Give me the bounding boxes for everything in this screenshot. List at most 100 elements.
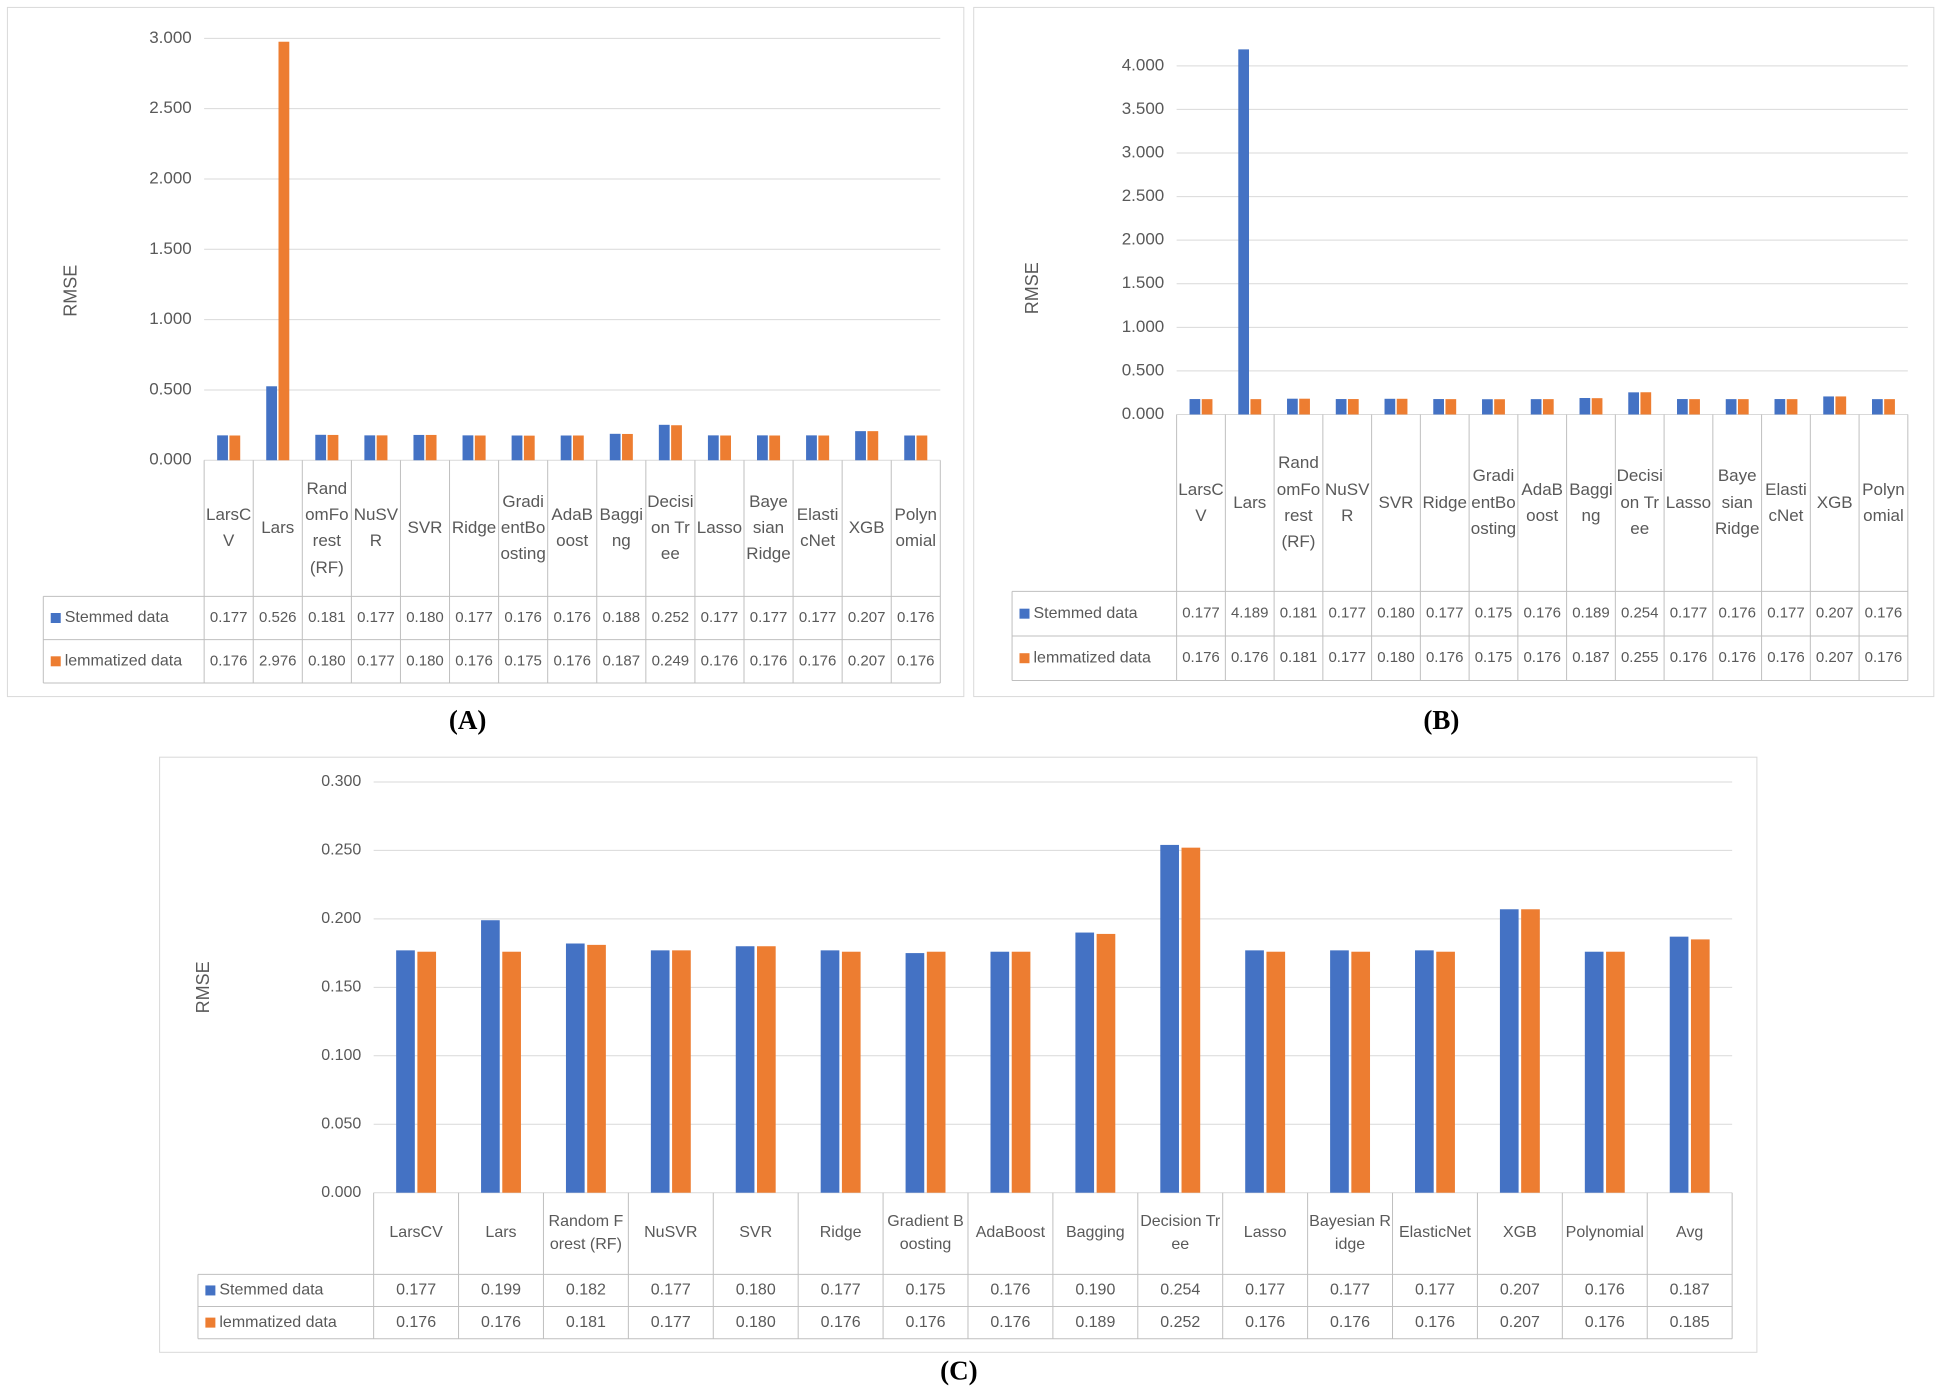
table-value: 0.177 xyxy=(1182,605,1220,622)
category-label: Polynomial xyxy=(1565,1224,1644,1242)
table-value: 0.207 xyxy=(1500,1282,1540,1299)
y-tick-label: 0.300 xyxy=(321,773,361,790)
table-value: 0.252 xyxy=(1160,1314,1200,1331)
category-label: Decision Tree xyxy=(647,491,694,564)
bar xyxy=(905,953,925,1193)
category-label: Decision Tree xyxy=(1140,1213,1221,1253)
y-tick-label: 4.000 xyxy=(1122,55,1165,74)
y-tick-label: 1.000 xyxy=(1122,317,1165,336)
category-label: Ridge xyxy=(1422,492,1467,512)
legend-label: Stemmed data xyxy=(1033,605,1137,622)
bar xyxy=(1335,399,1347,415)
table-value: 0.180 xyxy=(736,1282,776,1299)
bar xyxy=(904,435,916,461)
bar xyxy=(841,951,861,1193)
y-tick-label: 0.000 xyxy=(1122,404,1165,423)
y-tick-label: 0.050 xyxy=(321,1115,361,1132)
legend-swatch xyxy=(50,613,61,624)
bar xyxy=(1579,398,1591,415)
table-value: 0.175 xyxy=(504,652,542,669)
bar xyxy=(707,435,719,461)
table-value: 4.189 xyxy=(1231,605,1269,622)
bar xyxy=(769,435,781,461)
category-label: Lars xyxy=(1233,492,1267,512)
table-value: 0.177 xyxy=(821,1282,861,1299)
bar xyxy=(523,435,535,461)
bar xyxy=(1835,396,1847,415)
table-value: 0.180 xyxy=(736,1314,776,1331)
table-value: 0.207 xyxy=(1816,605,1854,622)
category-label: Lasso xyxy=(696,518,743,538)
y-tick-label: 1.500 xyxy=(149,239,192,258)
category-label: GradientBoosting xyxy=(1470,466,1517,539)
bar xyxy=(474,435,486,461)
bar xyxy=(1096,933,1116,1193)
bar xyxy=(364,435,376,461)
bar xyxy=(1299,398,1310,415)
y-tick-label: 2.000 xyxy=(1122,230,1165,249)
bar xyxy=(1347,399,1359,415)
table-value: 0.175 xyxy=(906,1282,946,1299)
y-tick-label: 0.500 xyxy=(1122,360,1165,379)
table-value: 0.249 xyxy=(652,652,690,669)
bar xyxy=(1786,399,1798,415)
legend-label: lemmatized data xyxy=(219,1314,336,1331)
table-value: 0.181 xyxy=(566,1314,606,1331)
bar xyxy=(572,435,584,461)
bar xyxy=(820,950,840,1193)
y-tick-label: 0.200 xyxy=(321,910,361,927)
y-tick-label: 1.500 xyxy=(1122,273,1165,292)
bar xyxy=(1499,909,1519,1193)
table-value: 0.177 xyxy=(799,609,837,626)
table-value: 0.176 xyxy=(1670,649,1708,666)
y-tick-label: 3.000 xyxy=(149,28,192,47)
category-label: LarsCV xyxy=(205,504,252,551)
table-value: 0.176 xyxy=(750,652,788,669)
legend-swatch xyxy=(1019,608,1030,619)
table-value: 0.176 xyxy=(1767,649,1805,666)
legend-label: Stemmed data xyxy=(219,1282,323,1299)
bar xyxy=(1160,844,1179,1193)
y-tick-label: 0.500 xyxy=(149,379,192,398)
category-label: ElasticNet xyxy=(1398,1224,1471,1242)
table-value: 0.187 xyxy=(1572,649,1610,666)
table-value: 0.175 xyxy=(1475,649,1513,666)
bar xyxy=(1737,399,1749,415)
bar xyxy=(806,435,817,461)
y-axis-title: RMSE xyxy=(193,961,213,1013)
table-value: 0.176 xyxy=(990,1314,1030,1331)
bar xyxy=(650,950,670,1193)
table-value: 0.177 xyxy=(396,1282,436,1299)
category-label: AdaBoost xyxy=(975,1224,1046,1242)
bar xyxy=(1482,399,1493,415)
table-value: 0.180 xyxy=(406,609,444,626)
bar xyxy=(1823,396,1834,415)
category-label: GradientBoosting xyxy=(500,491,546,564)
bar xyxy=(1238,49,1250,415)
table-value: 0.176 xyxy=(1231,649,1269,666)
legend-label: lemmatized data xyxy=(1033,649,1150,666)
table-value: 0.175 xyxy=(1475,605,1513,622)
table-value: 0.181 xyxy=(308,609,346,626)
table-value: 0.177 xyxy=(1767,605,1805,622)
table-value: 0.176 xyxy=(1865,649,1903,666)
table-value: 0.177 xyxy=(701,609,739,626)
bar xyxy=(327,434,339,461)
table-value: 0.177 xyxy=(1415,1282,1455,1299)
bar xyxy=(720,435,731,461)
table-value: 0.177 xyxy=(1328,649,1366,666)
table-value: 0.176 xyxy=(455,652,493,669)
category-label: LarsCV xyxy=(1178,479,1224,525)
bar xyxy=(1521,909,1540,1193)
bar xyxy=(735,946,755,1193)
bar xyxy=(396,950,415,1193)
table-value: 0.176 xyxy=(1330,1314,1370,1331)
bar xyxy=(1542,399,1554,415)
table-value: 0.176 xyxy=(553,609,591,626)
category-label: SVR xyxy=(407,518,443,538)
table-value: 0.176 xyxy=(1415,1314,1455,1331)
bar xyxy=(1640,392,1652,415)
bar xyxy=(266,386,278,461)
category-label: Bagging xyxy=(1569,479,1613,525)
bar xyxy=(671,425,682,461)
